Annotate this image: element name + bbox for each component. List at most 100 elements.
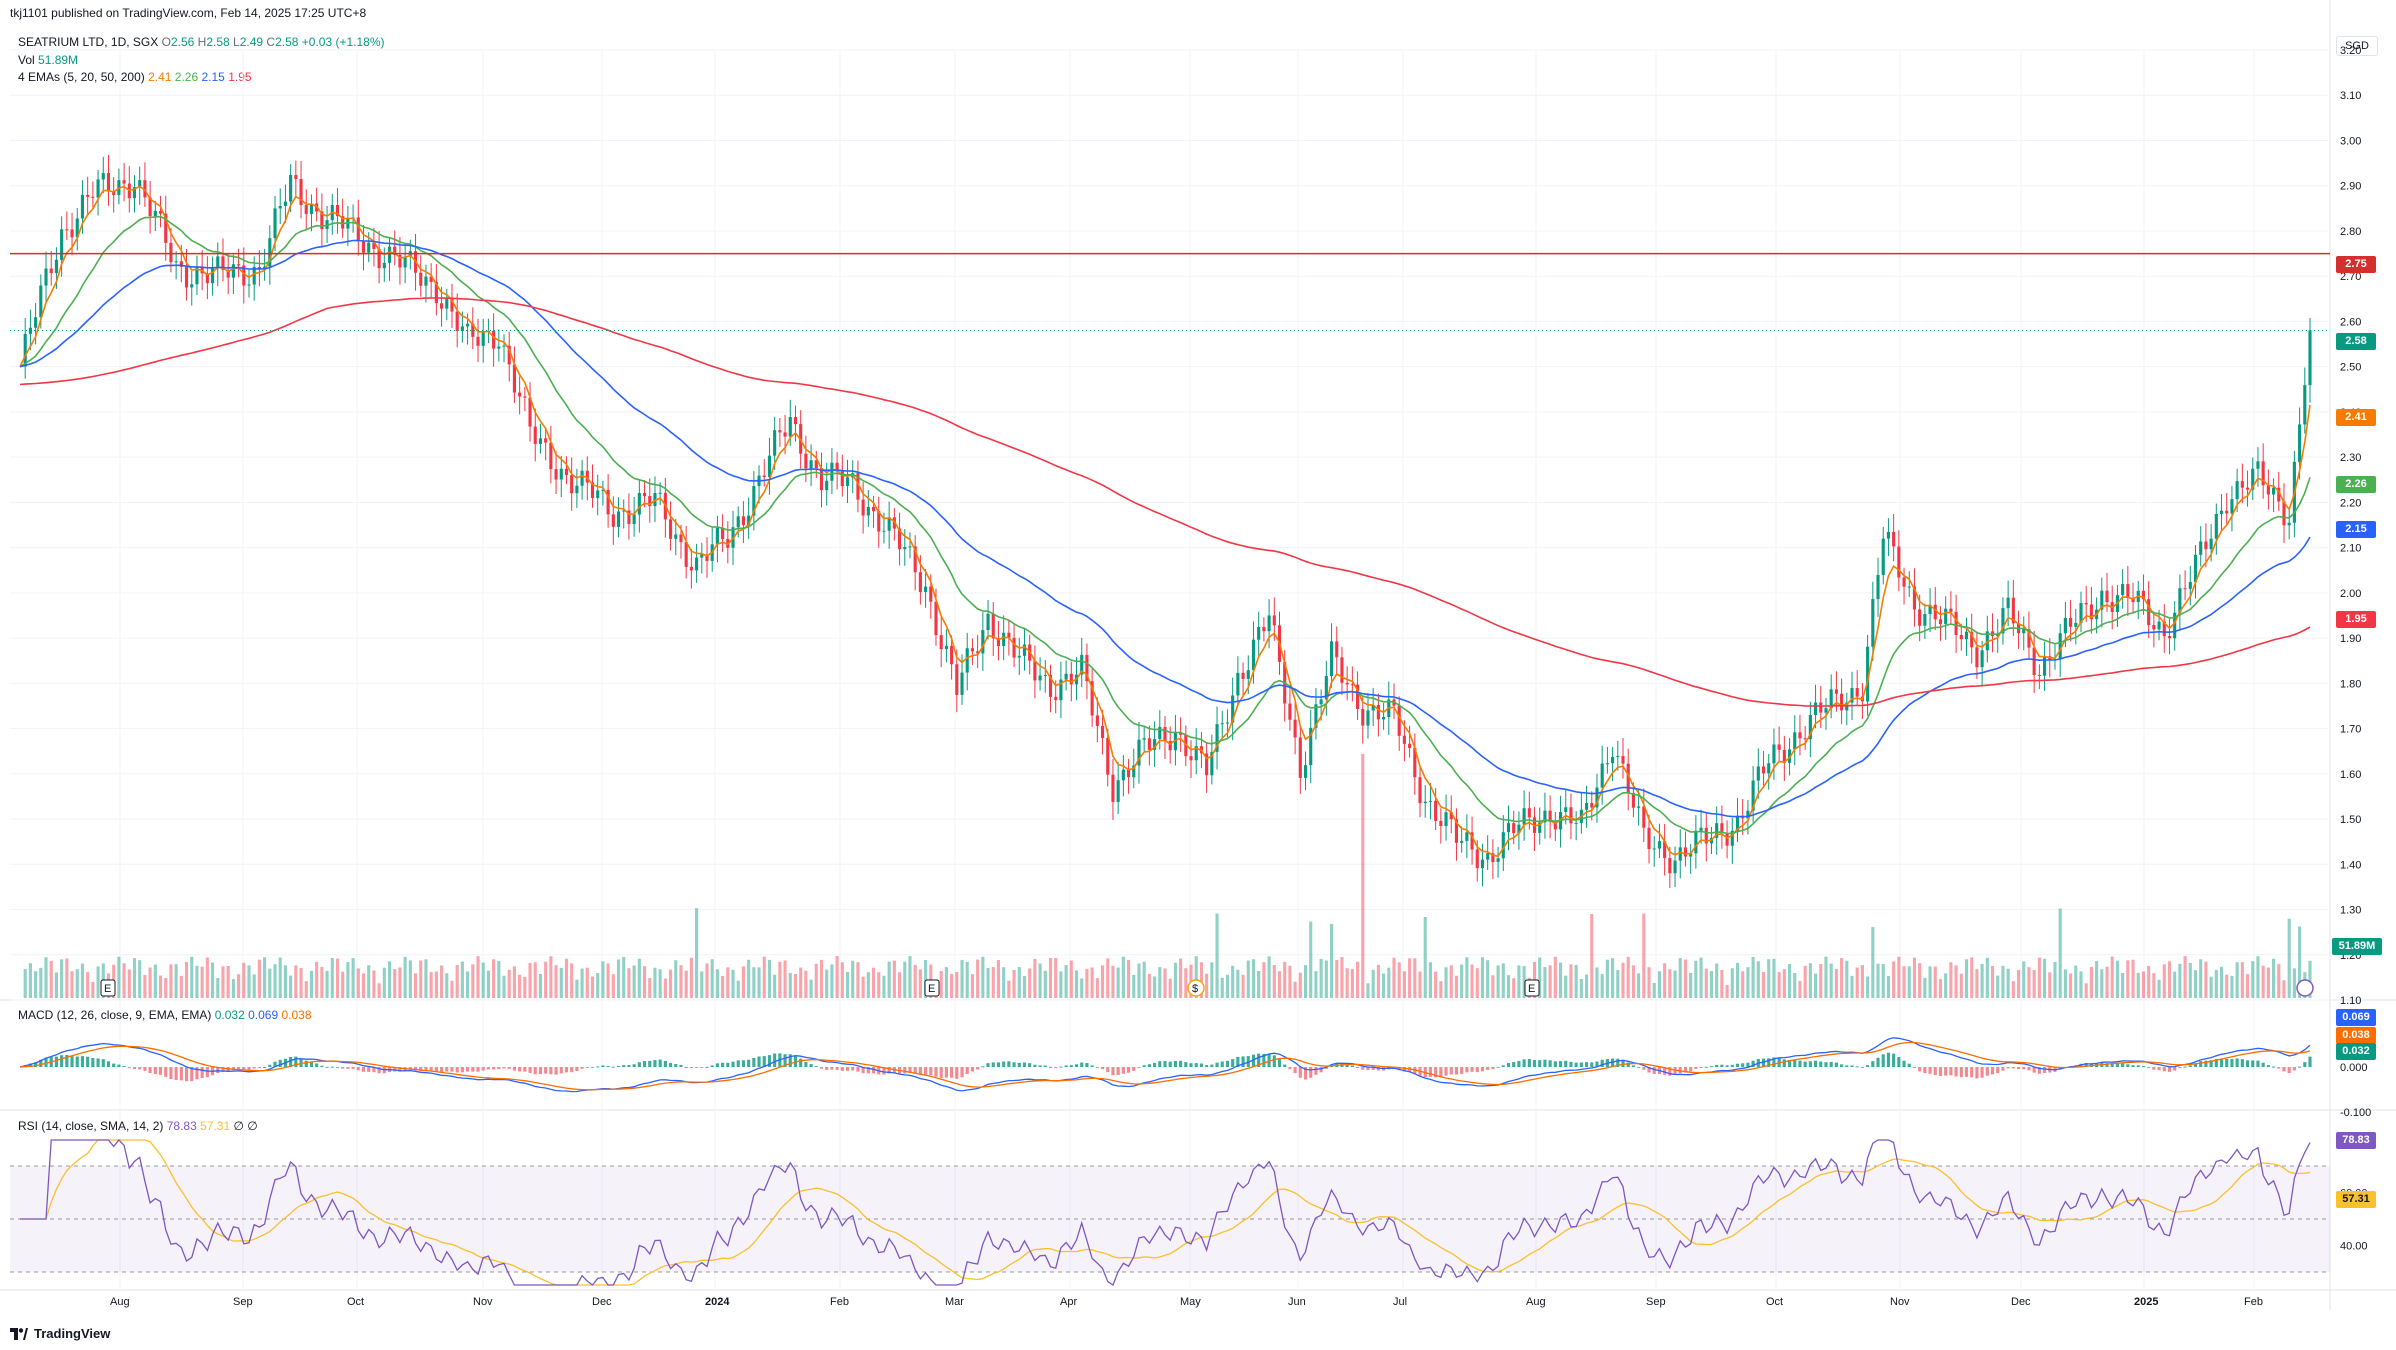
macd-hist-bar [1475, 1067, 1479, 1073]
macd-hist-bar [632, 1064, 636, 1067]
macd-hist-bar [518, 1067, 522, 1072]
macd-hist-bar [1095, 1067, 1099, 1068]
macd-hist-bar [507, 1067, 511, 1069]
volume-bar [1319, 958, 1323, 998]
macd-hist-bar [1564, 1060, 1568, 1067]
macd-hist-bar [80, 1056, 85, 1067]
macd-hist-bar [497, 1067, 501, 1069]
volume-bar [2209, 976, 2213, 998]
volume-bar [153, 964, 157, 998]
candle-body [1038, 675, 1042, 681]
candle-body [1241, 672, 1245, 679]
macd-title[interactable]: MACD (12, 26, close, 9, EMA, EMA) [18, 1008, 212, 1022]
volume-bar [804, 970, 808, 998]
candle-body [1548, 810, 1552, 822]
volume-bar [1985, 957, 1989, 998]
macd-hist-bar [127, 1067, 131, 1069]
candle-body [34, 317, 38, 328]
candle-body [1303, 765, 1308, 778]
candle-body [1595, 787, 1599, 808]
tradingview-logo[interactable]: TradingView [10, 1326, 110, 1341]
volume-bar [1460, 964, 1464, 998]
macd-hist-bar [221, 1067, 225, 1073]
volume-bar [1387, 967, 1391, 998]
macd-hist-bar [1938, 1067, 1943, 1077]
macd-hist-bar [1782, 1059, 1786, 1067]
volume-bar [1616, 969, 1620, 998]
macd-signal-value: 0.038 [281, 1008, 312, 1022]
candle-body [1460, 840, 1464, 843]
macd-hist-bar [1449, 1067, 1453, 1075]
candle-body [492, 330, 496, 349]
macd-hist-bar [1163, 1061, 1167, 1067]
volume-bar [320, 967, 324, 998]
vol-label[interactable]: Vol [18, 53, 35, 67]
volume-bar [2277, 964, 2281, 998]
candle-body [398, 254, 402, 268]
macd-hist-bar [361, 1067, 366, 1072]
macd-hist-bar [528, 1067, 532, 1073]
rsi-title[interactable]: RSI (14, close, SMA, 14, 2) [18, 1119, 164, 1133]
macd-hist-bar [1558, 1061, 1563, 1067]
candle-body [169, 242, 173, 263]
candle-body [637, 492, 641, 515]
time-tick-label: Nov [1890, 1296, 1910, 1308]
volume-bar [2235, 962, 2239, 998]
volume-bar [1210, 962, 1214, 998]
macd-hist-bar [512, 1067, 516, 1071]
vol-value: 51.89M [38, 53, 79, 67]
macd-hist-bar [372, 1067, 376, 1073]
volume-bar [1137, 963, 1141, 998]
symbol-name[interactable]: SEATRIUM LTD, 1D, SGX [18, 35, 159, 49]
candle-body [554, 469, 558, 480]
volume-bar [1808, 963, 1812, 998]
candle-body [538, 438, 543, 444]
macd-hist-bar [976, 1067, 980, 1070]
volume-bar [2251, 961, 2255, 998]
volume-bar [367, 965, 371, 998]
macd-hist-bar [845, 1067, 850, 1071]
macd-hist-bar [1746, 1062, 1750, 1067]
macd-hist-bar [2043, 1067, 2047, 1074]
volume-bar [122, 963, 126, 998]
volume-bar [1059, 971, 1063, 998]
candle-body [1819, 702, 1823, 713]
candle-body [377, 249, 381, 269]
candle-body [1657, 841, 1661, 849]
currency-label[interactable]: SGD [2336, 36, 2378, 56]
candle-body [54, 259, 58, 274]
candle-body [2105, 590, 2109, 603]
candle-body [247, 284, 251, 286]
volume-bar [2069, 973, 2073, 998]
volume-bar [762, 956, 766, 998]
candle-body [86, 194, 90, 197]
macd-hist-bar [1814, 1060, 1818, 1067]
candle-body [309, 203, 314, 214]
volume-bar [1793, 972, 1797, 998]
volume-bar [1402, 971, 1406, 998]
candle-body [195, 267, 199, 285]
time-tick-label: Sep [233, 1296, 253, 1308]
volume-bar [393, 969, 397, 998]
macd-hist-bar [1767, 1058, 1771, 1067]
candle-body [1642, 806, 1646, 828]
volume-bar [861, 976, 865, 998]
ema-label[interactable]: 4 EMAs (5, 20, 50, 200) [18, 70, 145, 84]
volume-bar [2266, 967, 2270, 998]
volume-bar [1699, 957, 1703, 998]
volume-bar [1225, 974, 1230, 998]
candle-body [372, 242, 376, 250]
volume-bar [2193, 970, 2198, 998]
volume-bar [419, 960, 423, 998]
volume-bar [351, 958, 355, 998]
macd-hist-bar [1111, 1067, 1115, 1076]
candle-body [2298, 424, 2302, 462]
candle-body [996, 638, 1001, 647]
time-axis: Aug Sep Oct Nov Dec 2024 Feb Mar Apr May Jun Jul Aug… [110, 1296, 2263, 1308]
candle-body [695, 557, 699, 571]
macd-hist-bar [1142, 1065, 1146, 1067]
candle-body [669, 519, 673, 539]
macd-hist-bar [315, 1063, 319, 1067]
macd-hist-bar [1959, 1067, 1963, 1078]
